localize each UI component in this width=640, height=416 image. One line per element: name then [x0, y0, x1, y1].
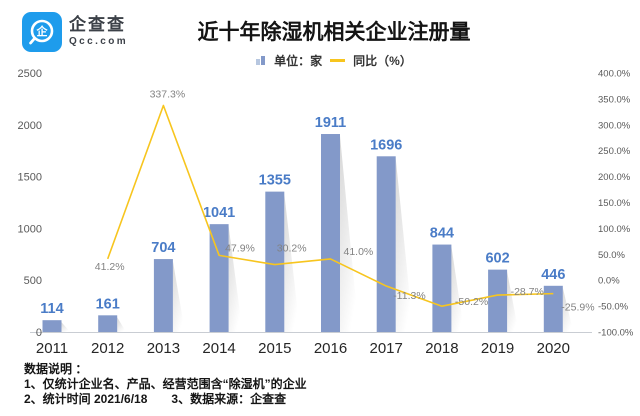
legend-bar-swatch-light: [256, 59, 261, 65]
right-axis-tick: 400.0%: [598, 69, 631, 80]
x-tick-label: 2020: [537, 340, 570, 357]
bar-2015: [265, 191, 285, 332]
qcc-logo-tail: [29, 37, 36, 45]
bar-2011: [42, 320, 62, 332]
bar-value-label: 1911: [315, 115, 346, 131]
bar-2013: [153, 259, 173, 332]
right-axis-tick: 100.0%: [598, 224, 631, 235]
bar-shadow: [117, 317, 127, 332]
left-axis-tick: 500: [24, 275, 42, 287]
brand-domain: Qcc.com: [69, 36, 129, 48]
legend-line-label: 同比（%）: [353, 54, 412, 68]
yoy-point-label: -28.7%: [511, 286, 544, 298]
x-tick-label: 2014: [202, 340, 235, 357]
bar-value-label: 844: [430, 226, 454, 242]
yoy-point-label: 47.9%: [225, 242, 255, 254]
bar-shadow: [340, 136, 359, 332]
legend-line-swatch: [330, 59, 346, 62]
yoy-point-label: -50.2%: [455, 296, 488, 308]
qcc-logo-ring: [30, 19, 54, 43]
bar-shadow: [507, 271, 519, 332]
bar-2017: [376, 156, 396, 332]
bar-value-label: 1041: [203, 205, 235, 221]
bar-shadow: [172, 261, 185, 332]
right-axis-tick: -100.0%: [598, 328, 634, 339]
right-axis-tick: 300.0%: [598, 120, 631, 131]
bar-shadow: [562, 287, 574, 332]
bar-shadow: [228, 226, 243, 332]
yoy-point-label: -25.9%: [561, 302, 594, 314]
bar-2020: [543, 285, 563, 332]
right-axis-tick: 250.0%: [598, 146, 631, 157]
x-tick-label: 2013: [147, 340, 180, 357]
right-axis-tick: 50.0%: [598, 250, 625, 261]
bar-shadow: [284, 193, 301, 332]
x-tick-label: 2017: [370, 340, 403, 357]
bar-shadow: [61, 322, 71, 332]
legend-bar-label: 单位：家: [274, 54, 323, 68]
qcc-logo-icon: 企: [22, 12, 62, 52]
right-axis-tick: 0.0%: [598, 276, 620, 287]
brand-name: 企查查: [69, 15, 126, 35]
left-axis-tick: 1000: [18, 223, 42, 235]
data-notes-line-2: 2、统计时间 2021/6/18 3、数据来源：企查查: [24, 392, 287, 406]
bar-2014: [209, 224, 229, 332]
left-axis-tick: 0: [36, 327, 42, 339]
legend-bar-swatch-dark: [261, 56, 266, 65]
right-axis-tick: 200.0%: [598, 172, 631, 183]
page-title: 近十年除湿机相关企业注册量: [197, 21, 471, 44]
bar-value-label: 1696: [370, 137, 402, 153]
bar-value-label: 114: [40, 301, 63, 317]
bar-shadow: [395, 158, 414, 332]
bar-2019: [488, 269, 508, 332]
x-tick-label: 2015: [258, 340, 291, 357]
bar-shadow: [451, 246, 465, 332]
x-tick-label: 2011: [36, 340, 68, 357]
bar-value-label: 161: [96, 296, 120, 312]
bar-value-label: 1355: [259, 173, 291, 189]
yoy-line: [106, 104, 554, 308]
data-notes-heading: 数据说明 ：: [24, 362, 88, 376]
right-axis-tick: -50.0%: [598, 302, 629, 313]
left-axis-tick: 1500: [18, 172, 42, 184]
bar-value-label: 446: [541, 267, 565, 283]
bar-2012: [98, 315, 118, 332]
bar-2016: [321, 134, 340, 332]
bar-value-label: 602: [485, 251, 509, 267]
x-tick-label: 2018: [425, 340, 458, 357]
right-axis-tick: 150.0%: [598, 198, 631, 209]
data-notes-line-1: 1、仅统计企业名、产品、经营范围含“除湿机”的企业: [24, 377, 307, 391]
x-tick-label: 2016: [314, 340, 347, 357]
x-tick-label: 2012: [91, 340, 124, 357]
bar-value-label: 704: [151, 240, 175, 256]
qcc-logo-glyph: 企: [36, 24, 49, 38]
data-notes: 数据说明 ： 1、仅统计企业名、产品、经营范围含“除湿机”的企业 2、统计时间 …: [24, 362, 307, 407]
qcc-logo: 企 企查查 Qcc.com: [22, 12, 128, 52]
right-axis-tick: 350.0%: [598, 94, 631, 105]
yoy-point-label: -11.3%: [393, 290, 426, 302]
yoy-point-label: 41.0%: [344, 246, 374, 258]
left-axis-tick: 2500: [18, 68, 42, 80]
legend-bar-icon: [256, 56, 266, 65]
left-axis-tick: 2000: [18, 120, 42, 132]
bar-2018: [432, 244, 452, 332]
yoy-point-label: 337.3%: [150, 88, 186, 100]
x-tick-label: 2019: [481, 340, 514, 357]
yoy-point-label: 30.2%: [277, 243, 307, 255]
yoy-point-label: 41.2%: [95, 261, 125, 273]
chart-legend: 单位：家 同比（%）: [0, 52, 640, 69]
